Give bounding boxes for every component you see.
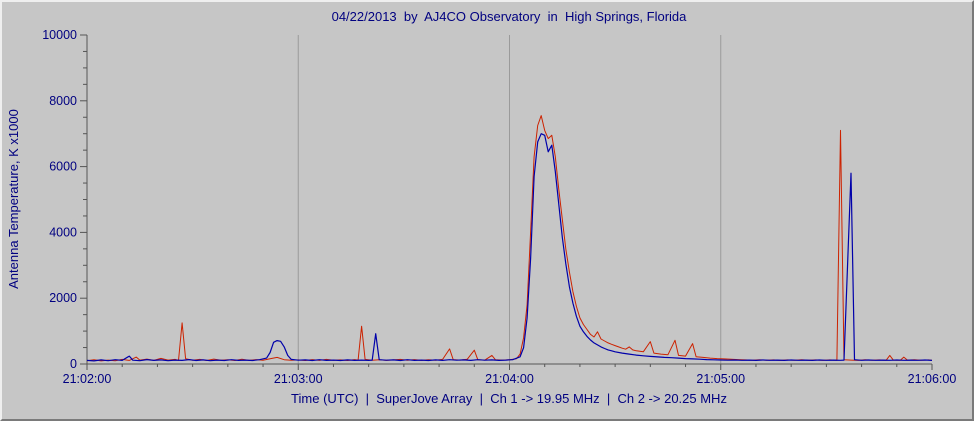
y-tick-label: 4000 bbox=[49, 225, 77, 239]
chart-title: 04/22/2013 by AJ4CO Observatory in High … bbox=[332, 9, 688, 24]
y-tick-label: 0 bbox=[70, 357, 77, 371]
series-trace-2 bbox=[86, 133, 933, 362]
x-axis-label: Time (UTC) | SuperJove Array | Ch 1 -> 1… bbox=[291, 391, 727, 406]
x-tick-label: 21:03:00 bbox=[274, 372, 323, 386]
y-tick-label: 2000 bbox=[49, 291, 77, 305]
y-axis-label: Antenna Temperature, K x1000 bbox=[6, 109, 21, 289]
x-tick-label: 21:02:00 bbox=[63, 372, 112, 386]
plot-area: 0 2000 4000 6000 8000 10000 21:02:00 21:03:00 21… bbox=[42, 28, 956, 386]
y-tick-label: 10000 bbox=[42, 28, 77, 42]
x-tick-label: 21:04:00 bbox=[485, 372, 534, 386]
y-tick-label: 6000 bbox=[49, 160, 77, 174]
x-tick-label: 21:05:00 bbox=[696, 372, 745, 386]
x-tick-label: 21:06:00 bbox=[908, 372, 957, 386]
y-tick-label: 8000 bbox=[49, 94, 77, 108]
